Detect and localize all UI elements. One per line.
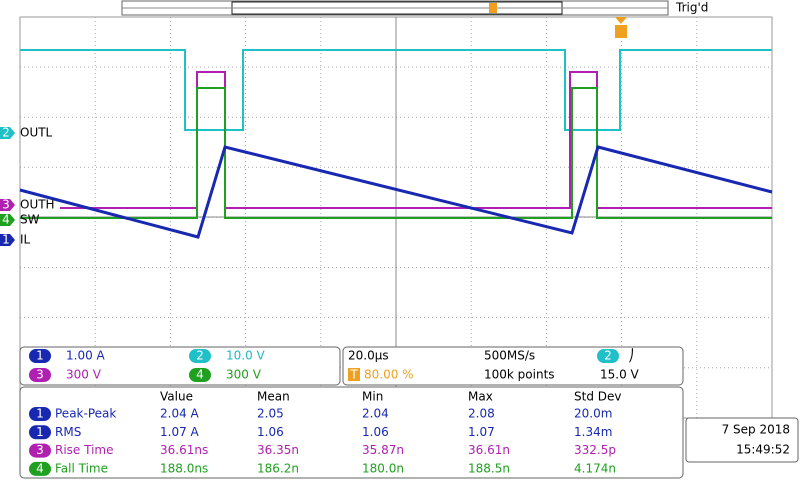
channel-number: 3: [36, 368, 44, 382]
trigger-position-marker: [615, 17, 627, 38]
trigger-slope: ⎠: [628, 348, 634, 363]
measurement-cell: 1.07: [468, 425, 495, 439]
measurement-channel-number: 3: [36, 443, 44, 457]
channel-badge: [189, 368, 211, 382]
measurement-cell: 2.08: [468, 407, 495, 421]
measurement-cell: 332.5p: [574, 443, 616, 457]
channel-scale: 300 V: [226, 368, 262, 382]
trace-label: IL: [20, 233, 31, 247]
measurement-cell: 2.04: [362, 407, 389, 421]
channel-panel: [19, 346, 341, 386]
measurement-cell: 36.61ns: [160, 443, 208, 457]
channel-scale: 300 V: [66, 368, 102, 382]
measurement-cell: 180.0n: [362, 461, 404, 475]
measurement-panel: [19, 386, 684, 479]
measurement-channel-badge: [29, 407, 51, 421]
measurement-name: Rise Time: [55, 443, 114, 457]
measurement-channel-badge: [29, 443, 51, 458]
channel-badge: [29, 368, 51, 382]
measurement-channel-number: 1: [36, 407, 44, 421]
trace-marker: [0, 214, 15, 226]
trace-marker-number: 3: [2, 198, 10, 212]
timestamp-panel: [685, 417, 799, 463]
measurement-cell: 20.0m: [574, 407, 612, 421]
trigger-position: 80.00 %: [364, 368, 414, 382]
measurement-column: Value: [160, 390, 193, 404]
trigger-position-badge: [348, 368, 360, 381]
measurement-cell: 35.87n: [362, 443, 404, 457]
trigger-channel-badge: [597, 349, 619, 363]
trace-marker: [0, 234, 15, 246]
trigger-marker: [489, 3, 497, 13]
trace-outh: [60, 71, 772, 209]
measurement-name: RMS: [55, 425, 81, 439]
sample-rate: 500MS/s: [484, 349, 535, 363]
measurement-cell: 36.35n: [257, 443, 299, 457]
measurement-cell: 188.0ns: [160, 461, 208, 475]
measurement-channel-number: 1: [36, 425, 44, 439]
trace-marker: [0, 127, 15, 139]
measurement-name: Fall Time: [55, 461, 108, 475]
measurement-channel-badge: [29, 461, 51, 476]
measurement-cell: 1.06: [257, 425, 284, 439]
measurement-column: Max: [468, 390, 493, 404]
measurement-cell: 4.174n: [574, 461, 616, 475]
trace-label: OUTL: [20, 126, 53, 140]
timebase: 20.0µs: [348, 349, 389, 363]
trace-il: [19, 145, 773, 239]
channel-scale: 10.0 V: [226, 349, 266, 363]
trace-marker-number: 2: [2, 126, 10, 140]
channel-number: 4: [196, 368, 204, 382]
date: 7 Sep 2018: [722, 423, 790, 437]
measurement-cell: 188.5n: [468, 461, 510, 475]
trace-marker: [0, 199, 15, 211]
channel-badge: [189, 349, 211, 363]
measurement-cell: 2.05: [257, 407, 284, 421]
trigger-level: 15.0 V: [600, 368, 640, 382]
time: 15:49:52: [736, 443, 790, 457]
measurement-cell: 36.61n: [468, 443, 510, 457]
measurement-cell: 186.2n: [257, 461, 299, 475]
channel-scale: 1.00 A: [66, 349, 106, 363]
record-length: 100k points: [484, 368, 555, 382]
measurement-cell: 1.06: [362, 425, 389, 439]
trace-outl: [20, 49, 772, 131]
measurement-column: Mean: [257, 390, 290, 404]
channel-badge: [29, 349, 51, 363]
measurement-cell: 1.07 A: [160, 425, 200, 439]
trigger-status: Trig'd: [675, 1, 708, 15]
channel-number: 1: [36, 349, 44, 363]
measurement-column: Min: [362, 390, 383, 404]
measurement-channel-number: 4: [36, 461, 44, 475]
measurement-column: Std Dev: [574, 390, 621, 404]
channel-number: 2: [196, 349, 204, 363]
trigger-position-badge-text: T: [349, 368, 358, 382]
measurement-name: Peak-Peak: [55, 407, 116, 421]
trace-label: OUTH: [20, 198, 55, 212]
measurement-cell: 2.04 A: [160, 407, 200, 421]
trace-marker-number: 4: [2, 213, 10, 227]
measurement-cell: 1.34m: [574, 425, 612, 439]
trace-marker-number: 1: [2, 233, 10, 247]
trigger-channel: 2: [604, 349, 612, 363]
measurement-channel-badge: [29, 425, 51, 440]
trace-label: SW: [20, 213, 40, 227]
